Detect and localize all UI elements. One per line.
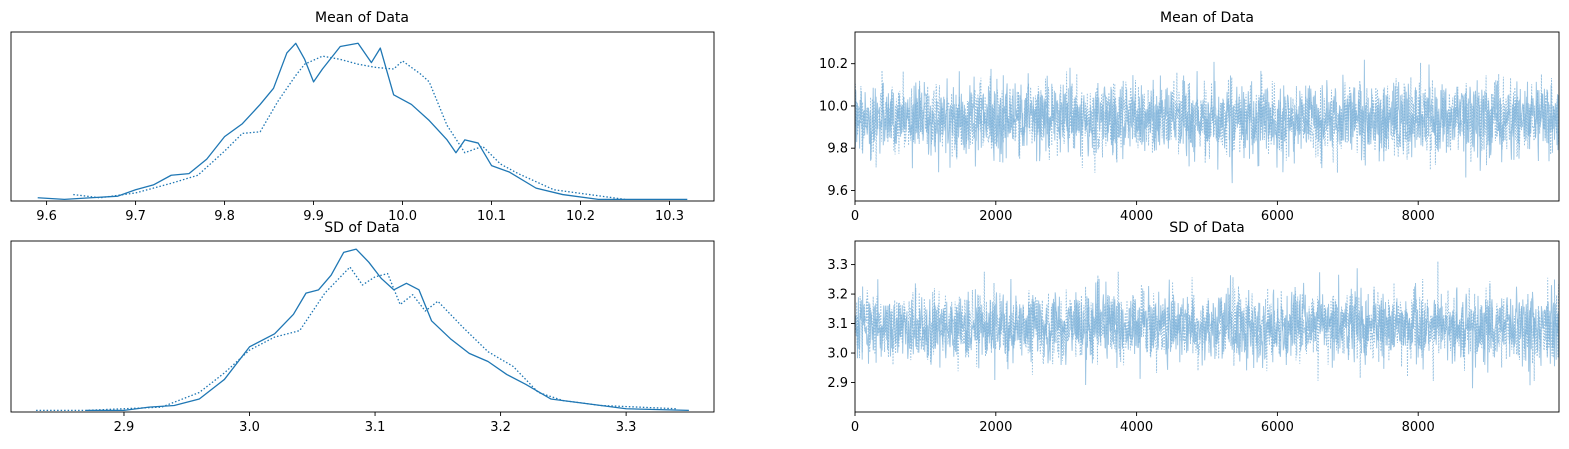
kde-line-dotted <box>36 266 677 412</box>
y-tick-label: 2.9 <box>827 376 848 391</box>
kde-line-dotted <box>73 55 626 201</box>
kde-line-solid <box>86 248 689 412</box>
plot-area <box>855 59 1559 184</box>
x-tick-label: 10.2 <box>566 209 595 224</box>
kde-line-solid <box>37 42 688 201</box>
x-tick-label: 10.0 <box>388 209 417 224</box>
trace-mean-title: Mean of Data <box>1160 10 1254 26</box>
x-tick-label: 2000 <box>979 209 1012 224</box>
x-tick-label: 3.1 <box>365 420 386 435</box>
trace-sd-panel: 0 2000 4000 6000 8000 2.9 3.0 3.1 3.2 3.3 SD of Da… <box>827 220 1560 435</box>
x-tick-label: 0 <box>851 420 859 435</box>
x-tick-label: 8000 <box>1402 420 1435 435</box>
x-tick-label: 8000 <box>1402 209 1435 224</box>
x-tick-label: 9.7 <box>125 209 146 224</box>
x-tick-label: 4000 <box>1120 420 1153 435</box>
trace-line-solid <box>855 268 1559 389</box>
x-tick-label: 2.9 <box>114 420 135 435</box>
y-tick-label: 10.2 <box>819 57 848 72</box>
x-tick-label: 6000 <box>1261 209 1294 224</box>
x-tick-label: 3.0 <box>239 420 260 435</box>
y-tick-label: 3.2 <box>827 288 848 303</box>
y-tick-label: 3.0 <box>827 347 848 362</box>
y-tick-label: 3.3 <box>827 258 848 273</box>
x-tick-label: 9.6 <box>36 209 57 224</box>
kde-mean-title: Mean of Data <box>315 10 409 26</box>
x-tick-label: 2000 <box>979 420 1012 435</box>
x-tick-label: 10.1 <box>477 209 506 224</box>
x-tick-label: 6000 <box>1261 420 1294 435</box>
axes-frame <box>854 31 1560 202</box>
x-tick-label: 9.9 <box>303 209 324 224</box>
y-tick-label: 9.8 <box>827 142 848 157</box>
trace-line-dotted <box>855 62 1559 173</box>
y-tick-label: 10.0 <box>819 99 848 114</box>
trace-line-dotted <box>855 261 1559 381</box>
axes-frame <box>854 240 1560 413</box>
x-tick-label: 4000 <box>1120 209 1153 224</box>
kde-mean-panel: 9.6 9.7 9.8 9.9 10.0 10.1 10.2 10.3 Mean of Data <box>10 10 715 224</box>
trace-sd-title: SD of Data <box>1169 220 1245 236</box>
kde-sd-title: SD of Data <box>324 220 400 236</box>
x-tick-label: 3.3 <box>616 420 637 435</box>
x-tick-label: 9.8 <box>214 209 235 224</box>
plot-area <box>855 261 1559 389</box>
x-tick-label: 0 <box>851 209 859 224</box>
axes-frame <box>10 240 715 413</box>
plot-area <box>36 248 689 412</box>
x-tick-label: 3.2 <box>490 420 511 435</box>
x-tick-label: 10.3 <box>655 209 684 224</box>
y-tick-label: 3.1 <box>827 317 848 332</box>
kde-sd-panel: 2.9 3.0 3.1 3.2 3.3 SD of Data <box>10 220 715 435</box>
trace-mean-panel: 0 2000 4000 6000 8000 9.6 9.8 10.0 10.2 Mean of D… <box>819 10 1560 224</box>
axes-frame <box>10 31 715 202</box>
plot-area <box>37 42 688 201</box>
y-tick-label: 9.6 <box>827 184 848 199</box>
